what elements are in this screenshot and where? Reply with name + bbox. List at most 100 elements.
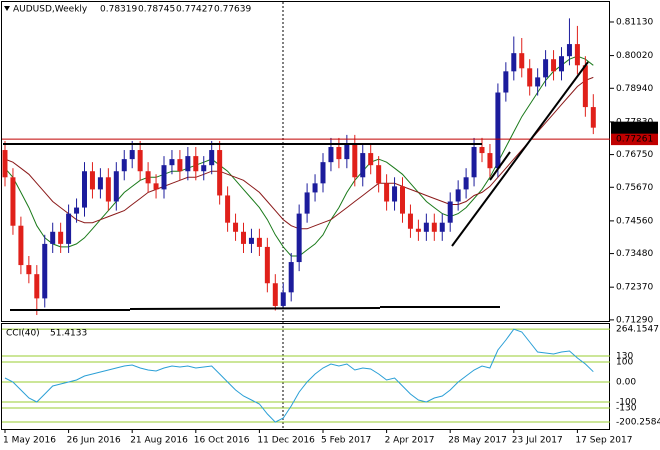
- trend-line: [451, 61, 589, 247]
- y-tick-label: 130: [616, 352, 633, 362]
- candle-body: [574, 44, 580, 66]
- cci-panel-frame: [1, 323, 610, 430]
- candle-body: [209, 150, 215, 166]
- candle-body: [519, 53, 525, 69]
- y-tick-label: -200.2584: [616, 418, 660, 428]
- candle-body: [272, 283, 278, 306]
- candle-body: [336, 147, 342, 160]
- y-tick-label: 0.81130: [616, 17, 653, 27]
- candle-body: [328, 147, 334, 163]
- candle-body: [559, 56, 564, 72]
- y-tick-label: 264.1547: [616, 325, 659, 335]
- trend-line: [489, 151, 511, 181]
- x-tick-label: 5 Feb 2017: [321, 436, 371, 446]
- candle-body: [368, 153, 374, 166]
- main-layer: 0.811300.800200.789400.778300.767500.756…: [2, 17, 660, 446]
- candle-body: [233, 222, 239, 232]
- candle-body: [590, 107, 596, 128]
- cci-title: CCI(40): [6, 329, 40, 339]
- candle-body: [407, 213, 413, 229]
- candle-body: [495, 92, 501, 169]
- y-tick-label: 0.78940: [616, 84, 653, 94]
- candle-body: [58, 231, 64, 244]
- y-tick-label: 0.72370: [616, 283, 653, 293]
- candle-body: [439, 222, 445, 232]
- candle-body: [241, 231, 246, 244]
- candle-body: [503, 71, 509, 93]
- candle-body: [89, 171, 95, 190]
- y-tick-label: 0.00: [616, 378, 636, 388]
- candle-body: [360, 153, 366, 178]
- x-tick-label: 21 Aug 2016: [130, 436, 188, 446]
- candle-body: [264, 246, 270, 284]
- candle-body: [129, 150, 135, 160]
- candle-body: [177, 159, 183, 172]
- candle-body: [26, 265, 32, 275]
- candle-body: [225, 195, 231, 223]
- candle-body: [296, 213, 302, 263]
- y-tick-label: 0.76750: [616, 150, 653, 160]
- candle-body: [487, 153, 493, 169]
- candle-body: [256, 237, 262, 247]
- candle-body: [97, 177, 103, 190]
- candle-body: [145, 171, 151, 184]
- candle-body: [344, 143, 350, 160]
- y-tick-label: 0.75670: [616, 183, 653, 193]
- y-tick-label: 100: [616, 358, 633, 368]
- last-price-label: 0.77639: [616, 123, 653, 133]
- candle-body: [527, 68, 533, 87]
- candle-body: [352, 143, 358, 178]
- y-tick-label: 0.71290: [616, 315, 653, 325]
- candle-body: [201, 165, 207, 172]
- candle-body: [105, 177, 111, 202]
- candle-body: [312, 183, 318, 193]
- candle-body: [511, 53, 517, 72]
- candle-body: [400, 186, 405, 214]
- candle-body: [392, 186, 398, 202]
- candle-body: [42, 243, 48, 299]
- candle-body: [376, 165, 382, 184]
- header-icon: [4, 6, 10, 11]
- x-tick-label: 1 May 2016: [3, 436, 56, 446]
- candle-body: [18, 225, 24, 266]
- y-tick-label: -100: [616, 398, 637, 408]
- candle-body: [535, 77, 541, 87]
- cci-line: [4, 328, 594, 423]
- y-tick-label: -130: [616, 404, 637, 414]
- x-tick-label: 28 May 2017: [448, 436, 507, 446]
- main-panel-frame: [1, 1, 610, 322]
- header-open: 0.78319: [100, 5, 137, 15]
- candle-body: [304, 192, 310, 214]
- candle-body: [415, 228, 421, 232]
- candle-body: [479, 147, 485, 154]
- x-tick-label: 17 Sep 2017: [575, 436, 632, 446]
- candle-body: [50, 231, 56, 244]
- header-close: 0.77639: [214, 5, 251, 15]
- x-tick-label: 16 Oct 2016: [194, 436, 250, 446]
- candle-body: [137, 150, 143, 172]
- candle-body: [543, 59, 549, 78]
- candle-body: [185, 156, 191, 172]
- candle-body: [82, 171, 87, 208]
- candle-body: [121, 159, 127, 172]
- candle-body: [423, 222, 429, 232]
- candle-body: [431, 222, 437, 232]
- candle-body: [582, 65, 588, 108]
- candle-body: [288, 262, 294, 293]
- reference-label-box: [611, 133, 658, 146]
- candle-body: [74, 207, 80, 214]
- candle-body: [2, 150, 8, 178]
- candle-body: [169, 159, 175, 166]
- candle-body: [447, 201, 453, 223]
- reference-label: 0.77261: [616, 135, 653, 145]
- candle-body: [471, 147, 477, 178]
- x-tick-label: 11 Dec 2016: [257, 436, 315, 446]
- x-tick-label: 26 Jun 2016: [67, 436, 121, 446]
- candle-body: [10, 177, 16, 226]
- chart-title: AUDUSD,Weekly: [13, 5, 88, 15]
- candle-body: [248, 237, 254, 244]
- candle-body: [217, 150, 223, 196]
- y-tick-label: 0.74560: [616, 216, 653, 226]
- candle-body: [320, 162, 326, 184]
